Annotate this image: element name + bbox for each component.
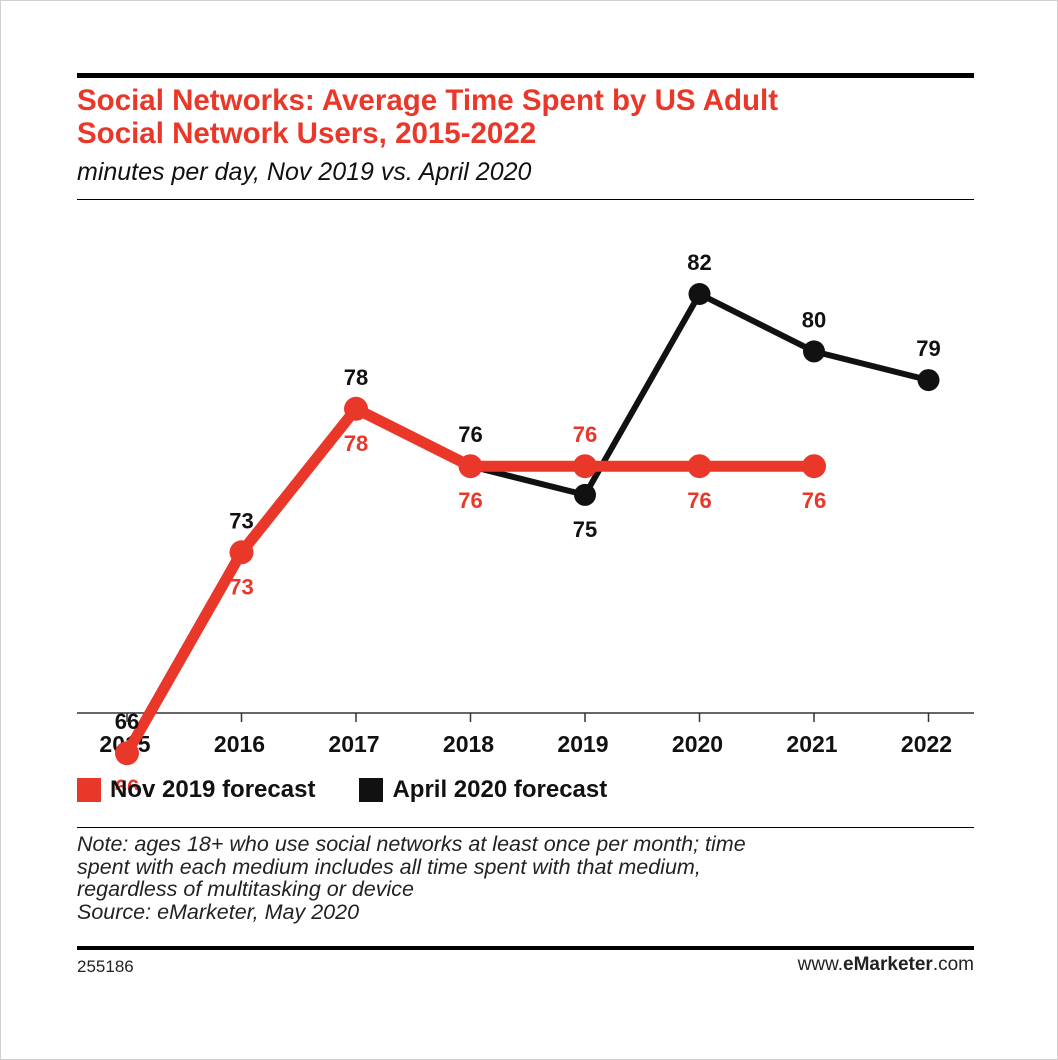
line-chart: 2015201620172018201920202021202266737876… <box>77 250 974 790</box>
x-tick-label-2016: 2016 <box>214 731 265 757</box>
april-2020-data-label-2022: 79 <box>916 336 940 361</box>
chart-title-line-1: Social Networks: Average Time Spent by U… <box>77 84 779 117</box>
nov-2019-point-2017 <box>344 396 368 421</box>
bottom-rule <box>77 946 974 950</box>
nov-2019-point-2020 <box>687 454 712 479</box>
legend-item-nov-2019: Nov 2019 forecast <box>77 776 315 804</box>
nov-2019-data-label-2019: 76 <box>573 422 597 447</box>
footnote-line-2: spent with each medium includes all time… <box>77 854 701 879</box>
nov-2019-data-label-2020: 76 <box>687 488 711 513</box>
x-tick-label-2017: 2017 <box>328 731 379 757</box>
footnote-line-3: regardless of multitasking or device <box>77 877 414 901</box>
chart-id: 255186 <box>77 957 134 976</box>
x-tick-label-2019: 2019 <box>557 731 608 757</box>
april-2020-point-2021 <box>803 340 825 363</box>
legend-label-nov-2019: Nov 2019 forecast <box>110 776 316 803</box>
nov-2019-point-2021 <box>802 454 826 479</box>
april-2020-data-label-2017: 78 <box>344 365 368 390</box>
april-2020-point-2022 <box>917 369 940 392</box>
nov-2019-data-label-2018: 76 <box>458 488 482 513</box>
site-credit: www.eMarketer.com <box>798 954 974 976</box>
legend: Nov 2019 forecast April 2020 forecast <box>77 772 651 808</box>
chart-title: Social Networks: Average Time Spent by U… <box>77 84 974 150</box>
nov-2019-point-2015 <box>115 741 139 766</box>
april-2020-data-label-2015: 66 <box>115 709 139 734</box>
april-2020-point-2020 <box>688 283 711 305</box>
april-2020-data-label-2018: 76 <box>458 422 482 447</box>
nov-2019-data-label-2021: 76 <box>802 488 826 513</box>
chart-subtitle: minutes per day, Nov 2019 vs. April 2020 <box>77 158 532 186</box>
legend-swatch-april-2020 <box>359 778 384 802</box>
nov-2019-data-label-2016: 73 <box>229 574 253 599</box>
legend-swatch-nov-2019 <box>77 778 101 802</box>
site-brand: eMarketer <box>843 954 933 975</box>
legend-item-april-2020: April 2020 forecast <box>359 776 607 804</box>
nov-2019-data-label-2015: 66 <box>115 775 139 790</box>
nov-2019-point-2019 <box>573 454 597 479</box>
nov-2019-point-2016 <box>229 540 254 565</box>
site-prefix: www. <box>797 954 844 975</box>
top-rule <box>77 73 974 78</box>
x-tick-label-2022: 2022 <box>901 731 952 757</box>
site-suffix: .com <box>932 954 974 975</box>
chart-title-line-2: Social Network Users, 2015-2022 <box>77 117 537 150</box>
april-2020-data-label-2020: 82 <box>687 250 711 275</box>
april-2020-point-2019 <box>574 483 596 506</box>
footnote-source: Source: eMarketer, May 2020 <box>77 899 360 924</box>
april-2020-data-label-2021: 80 <box>802 307 826 332</box>
april-2020-data-label-2016: 73 <box>229 508 253 533</box>
x-tick-label-2020: 2020 <box>672 731 723 757</box>
footnote: Note: ages 18+ who use social networks a… <box>77 833 974 923</box>
april-2020-data-label-2019: 75 <box>573 517 597 542</box>
subtitle-rule <box>77 199 974 200</box>
x-tick-label-2021: 2021 <box>786 731 837 757</box>
nov-2019-point-2018 <box>458 454 483 479</box>
x-tick-label-2018: 2018 <box>443 731 494 757</box>
footnote-line-1: Note: ages 18+ who use social networks a… <box>77 832 746 856</box>
note-rule <box>77 827 974 828</box>
legend-label-april-2020: April 2020 forecast <box>392 776 608 803</box>
nov-2019-data-label-2017: 78 <box>344 431 368 456</box>
